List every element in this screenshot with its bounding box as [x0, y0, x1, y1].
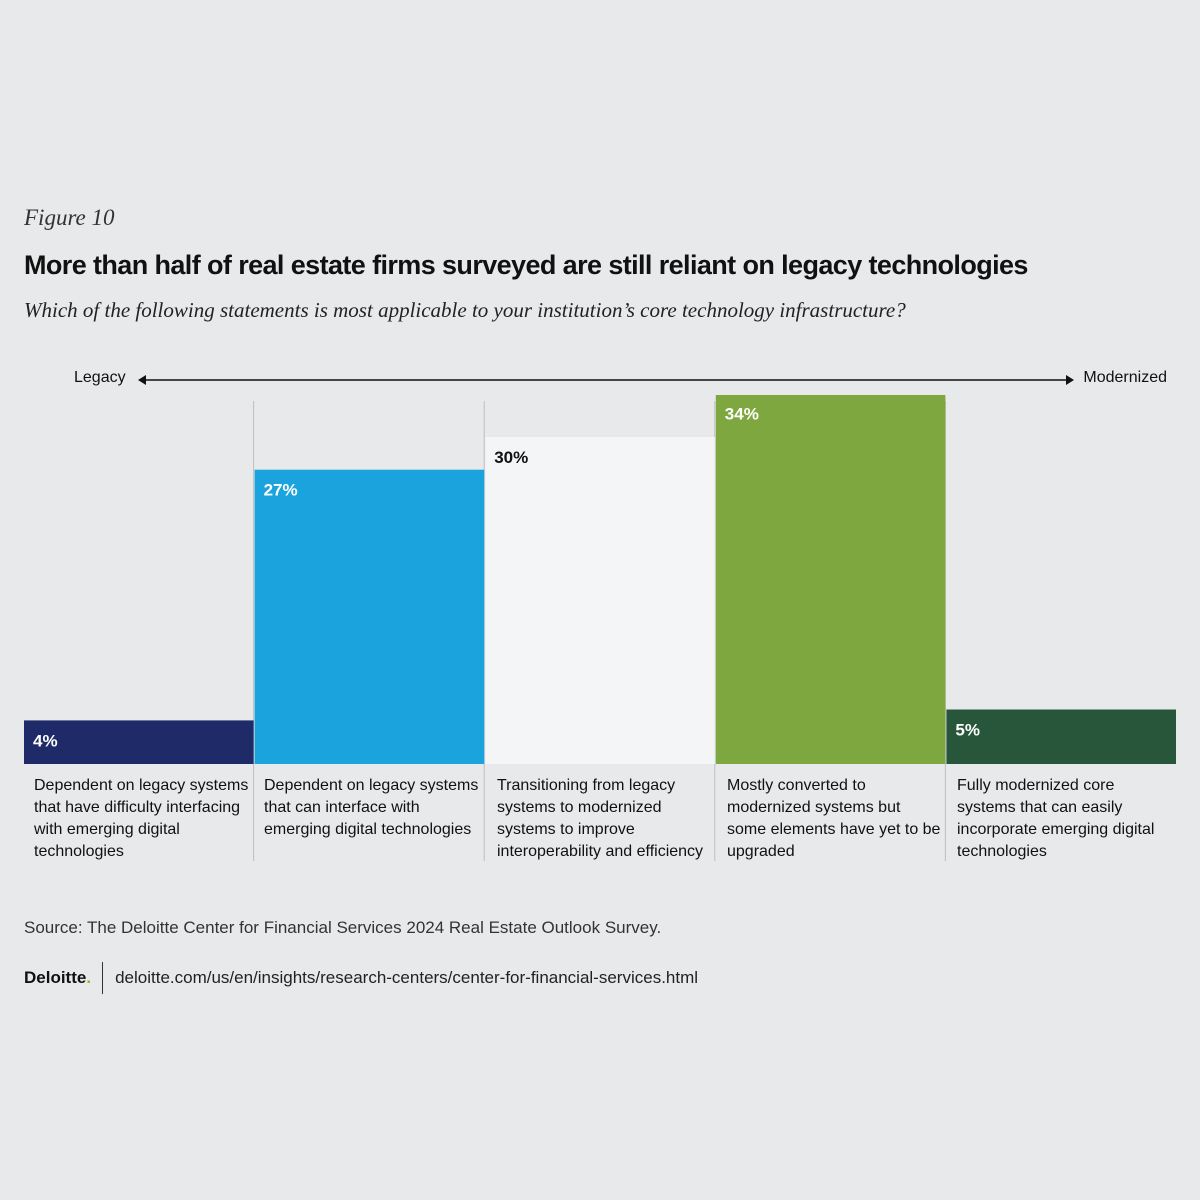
category-label: Dependent on legacy systems that have di…	[34, 775, 249, 863]
bar-value-label: 5%	[955, 721, 980, 740]
axis-label-legacy: Legacy	[74, 369, 126, 387]
chart-subtitle: Which of the following statements is mos…	[24, 298, 906, 323]
bar	[485, 437, 715, 764]
bar	[946, 710, 1176, 765]
bar-value-label: 34%	[725, 404, 759, 423]
deloitte-logo: Deloitte.	[24, 968, 91, 988]
footer: Deloitte. deloitte.com/us/en/insights/re…	[24, 962, 698, 994]
bar	[255, 470, 485, 764]
bar-value-label: 4%	[33, 731, 58, 750]
bar	[716, 395, 946, 764]
bar-value-label: 30%	[494, 448, 528, 467]
category-label: Fully modernized core systems that can e…	[957, 775, 1172, 863]
brand-name: Deloitte	[24, 968, 86, 987]
category-label: Mostly converted to modernized systems b…	[727, 775, 942, 863]
brand-dot: .	[86, 968, 91, 987]
category-label: Transitioning from legacy systems to mod…	[497, 775, 711, 863]
category-label: Dependent on legacy systems that can int…	[264, 775, 479, 841]
footer-divider	[102, 962, 103, 994]
bar-value-label: 27%	[264, 481, 298, 500]
figure-label: Figure 10	[24, 205, 115, 231]
footer-url-link[interactable]: deloitte.com/us/en/insights/research-cen…	[115, 968, 698, 988]
bar	[24, 720, 254, 764]
source-note: Source: The Deloitte Center for Financia…	[24, 918, 661, 938]
axis-label-modernized: Modernized	[1083, 369, 1167, 387]
axis-arrow	[138, 371, 1074, 389]
chart-title: More than half of real estate firms surv…	[24, 250, 1028, 281]
